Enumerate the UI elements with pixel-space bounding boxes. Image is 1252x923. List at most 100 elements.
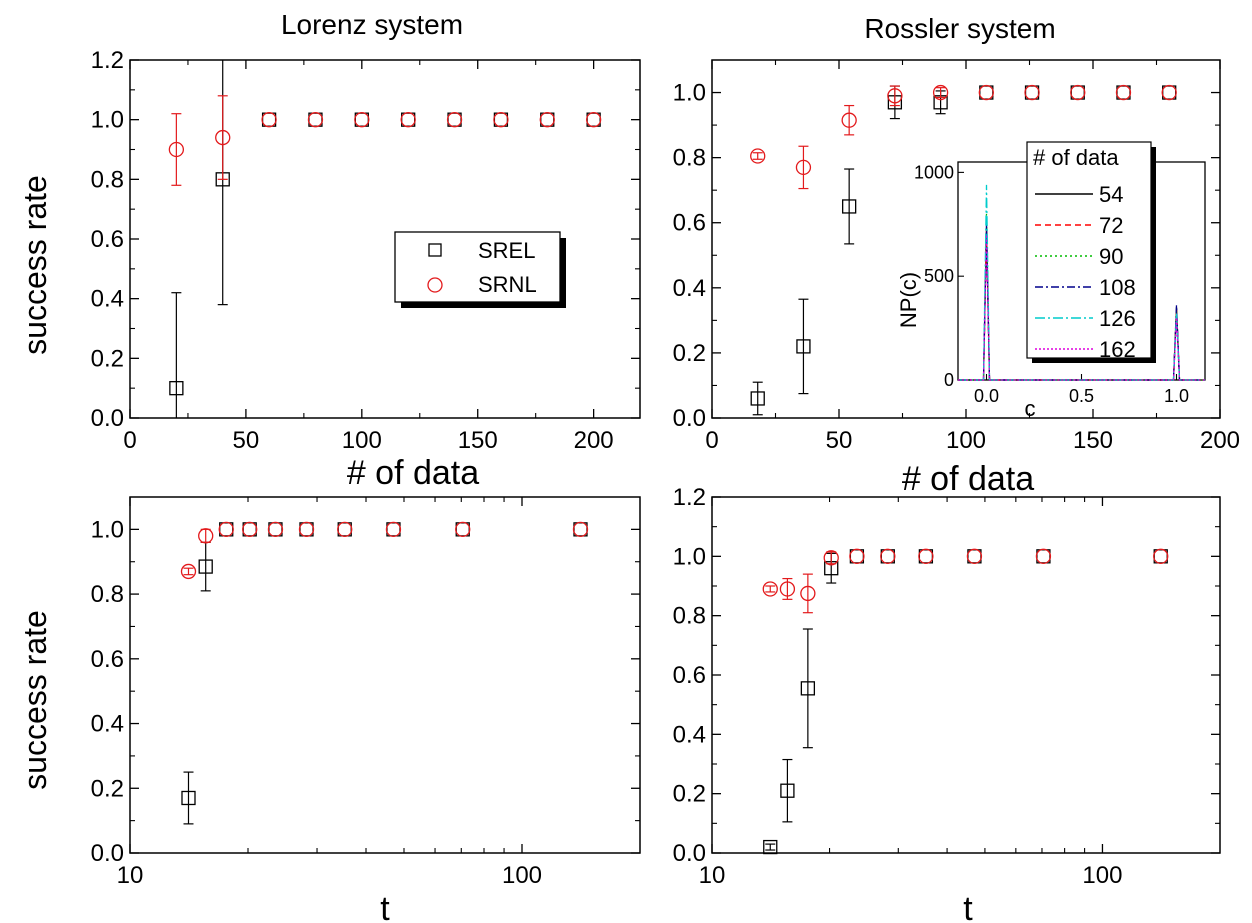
srnl-marker — [400, 112, 416, 128]
panel-title: Rossler system — [864, 13, 1055, 44]
x-tick-label: 150 — [458, 427, 498, 454]
srnl-marker — [261, 112, 277, 128]
x-tick-label: 100 — [1082, 862, 1122, 889]
srnl-marker — [585, 112, 602, 128]
y-tick-label: 0.4 — [673, 275, 706, 302]
x-axis-label: # of data — [347, 454, 479, 492]
x-tick-label: 200 — [574, 427, 614, 454]
srnl-marker — [849, 548, 865, 564]
srel-marker — [780, 783, 795, 798]
panel-bottom-right: 10 100 0.0 0.2 0.4 0.6 0.8 1.0 1.2 t — [673, 484, 1221, 923]
x-tick-label: 100 — [946, 427, 986, 454]
srnl-marker — [168, 141, 185, 158]
srnl-marker — [572, 521, 589, 538]
srnl-marker — [978, 84, 994, 101]
srnl-marker — [242, 521, 258, 538]
y-tick-label: 0.6 — [673, 210, 706, 237]
inset-y-tick-label: 1000 — [914, 162, 954, 182]
srnl-marker — [750, 148, 766, 164]
y-tick-label: 1.2 — [91, 47, 124, 74]
inset-x-label: c — [1025, 396, 1036, 421]
y-tick-label: 1.0 — [673, 80, 706, 107]
inset-legend-label: 108 — [1099, 275, 1136, 300]
srnl-marker — [267, 521, 284, 538]
srnl-marker — [779, 581, 796, 597]
inset-legend-label: 72 — [1099, 213, 1123, 238]
srnl-marker — [307, 112, 324, 128]
x-tick-label: 100 — [342, 427, 382, 454]
inset-x-tick-label: 0.5 — [1069, 386, 1094, 406]
y-tick-label: 0.6 — [673, 662, 706, 689]
inset-y-tick-label: 500 — [924, 266, 954, 286]
srnl-marker — [1070, 84, 1086, 101]
y-tick-label: 0.4 — [673, 721, 706, 748]
y-tick-label: 0.2 — [91, 345, 124, 372]
x-tick-label: 0 — [705, 427, 718, 454]
srel-marker — [800, 681, 816, 696]
srnl-marker — [385, 521, 402, 538]
srnl-marker — [800, 585, 816, 602]
srel-marker — [181, 790, 196, 806]
srnl-marker — [762, 581, 778, 597]
srnl-marker — [1035, 548, 1052, 564]
x-axis-label: # of data — [902, 460, 1034, 498]
srnl-marker — [1115, 84, 1132, 101]
y-tick-label: 1.0 — [673, 543, 706, 570]
y-tick-label: 0.6 — [91, 226, 124, 253]
srnl-marker — [446, 112, 463, 128]
legend-label: SREL — [478, 238, 535, 263]
srnl-marker — [795, 159, 812, 176]
y-tick-label: 1.2 — [673, 484, 706, 511]
inset-plot: 0.0 0.5 1.0 0 500 1000 c NP(c) # of data 54 72 90 10… — [896, 141, 1206, 421]
panel-bottom-left: 10 100 0.0 0.2 0.4 0.6 0.8 1.0 t success rate — [17, 496, 641, 923]
inset-legend-title: # of data — [1033, 145, 1119, 170]
srnl-marker — [887, 88, 903, 104]
srnl-marker — [1024, 84, 1040, 101]
legend: SREL SRNL — [394, 231, 566, 308]
inset-x-tick-label: 1.0 — [1164, 386, 1189, 406]
srnl-marker — [539, 112, 555, 128]
y-tick-label: 0.8 — [673, 603, 706, 630]
srel-marker — [750, 391, 765, 406]
inset-y-tick-label: 0 — [944, 370, 954, 390]
y-tick-label: 1.0 — [91, 516, 124, 543]
srnl-marker — [198, 528, 214, 544]
x-tick-label: 0 — [123, 427, 136, 454]
legend-box — [394, 231, 561, 303]
plot-frame — [129, 496, 641, 854]
srnl-marker — [215, 129, 231, 146]
srnl-marker — [180, 563, 197, 580]
y-tick-label: 0.8 — [91, 166, 124, 193]
y-tick-label: 0.0 — [91, 405, 124, 432]
srnl-marker — [918, 548, 934, 564]
srel-marker — [842, 199, 857, 214]
y-tick-label: 0.4 — [91, 711, 124, 738]
y-tick-label: 0.8 — [91, 581, 124, 608]
y-tick-label: 0.0 — [673, 840, 706, 867]
y-tick-label: 0.2 — [673, 781, 706, 808]
inset-legend-label: 54 — [1099, 182, 1123, 207]
srel-marker — [796, 339, 811, 354]
srel-marker — [198, 559, 213, 574]
x-axis-label: t — [963, 890, 973, 923]
x-axis-label: t — [380, 890, 390, 923]
y-tick-label: 0.2 — [673, 340, 706, 367]
srnl-marker — [1153, 548, 1169, 564]
srnl-marker — [354, 112, 370, 128]
y-axis-label: success rate — [17, 610, 53, 790]
legend-label: SRNL — [478, 272, 537, 297]
inset-x-tick-label: 0.0 — [974, 386, 999, 406]
x-tick-label: 50 — [233, 427, 260, 454]
x-tick-label: 10 — [117, 862, 144, 889]
inset-legend-label: 162 — [1099, 337, 1136, 362]
y-tick-label: 0.6 — [91, 646, 124, 673]
x-tick-label: 150 — [1073, 427, 1113, 454]
x-tick-label: 50 — [826, 427, 853, 454]
panel-top-right: 0 50 100 150 200 0.0 0.2 0.4 0.6 0.8 1.0 Rossler sy… — [673, 13, 1240, 498]
srnl-marker — [932, 84, 949, 101]
srnl-marker — [218, 521, 234, 538]
inset-y-label: NP(c) — [896, 272, 921, 328]
srnl-marker — [298, 521, 315, 538]
x-tick-label: 10 — [699, 862, 726, 889]
